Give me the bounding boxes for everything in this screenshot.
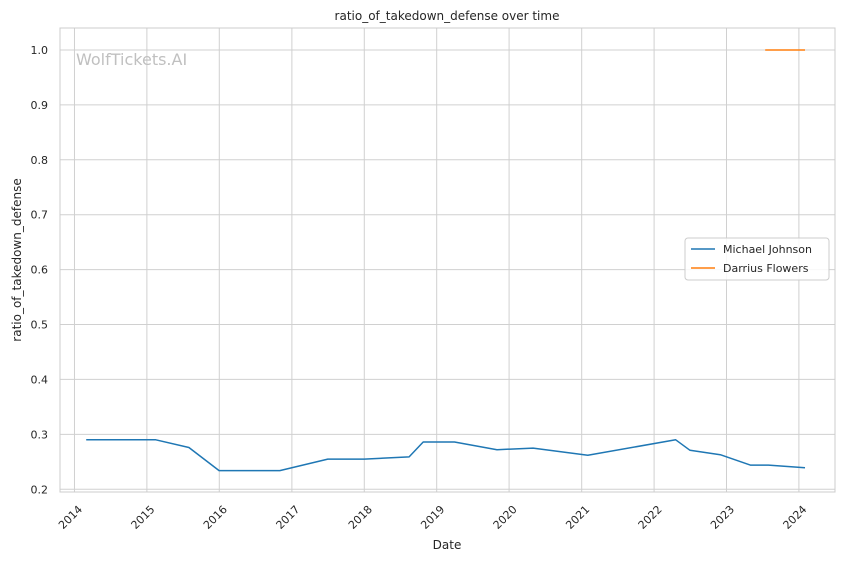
y-tick-label: 0.2 [31, 483, 49, 496]
y-tick-label: 0.4 [31, 373, 49, 386]
y-tick-labels: 0.2 0.3 0.4 0.5 0.6 0.7 0.8 0.9 1.0 [31, 44, 49, 496]
legend-label: Darrius Flowers [723, 262, 809, 275]
y-tick-label: 1.0 [31, 44, 49, 57]
series-line-0 [86, 439, 806, 472]
y-tick-label: 0.5 [31, 319, 49, 332]
legend-box [684, 237, 830, 281]
legend: Michael Johnson Darrius Flowers [684, 237, 830, 281]
y-tick-label: 0.8 [31, 154, 49, 167]
y-axis-label: ratio_of_takedown_defense [10, 178, 24, 341]
y-tick-label: 0.9 [31, 99, 49, 112]
plot-frame [59, 27, 836, 493]
chart-title: ratio_of_takedown_defense over time [335, 9, 560, 23]
watermark: WolfTickets.AI [76, 50, 187, 69]
y-tick-label: 0.3 [31, 428, 49, 441]
y-tick-label: 0.7 [31, 209, 49, 222]
x-axis-label: Date [433, 538, 462, 552]
legend-label: Michael Johnson [723, 243, 812, 256]
y-tick-label: 0.6 [31, 264, 49, 277]
series-lines [86, 49, 806, 472]
